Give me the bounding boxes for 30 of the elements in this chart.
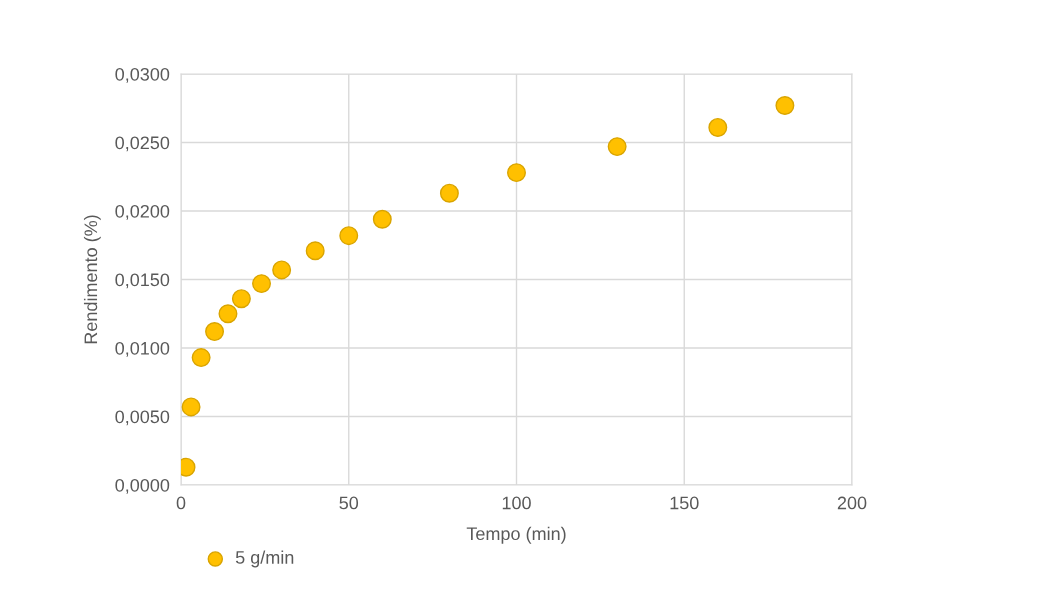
y-tick-label: 0,0200 <box>115 204 170 220</box>
point <box>708 117 728 137</box>
point <box>439 183 459 203</box>
point <box>339 226 359 246</box>
point <box>252 274 271 294</box>
point <box>181 397 201 417</box>
point <box>775 96 795 115</box>
y-axis-title: Rendimento (%) <box>83 215 101 344</box>
point <box>507 163 526 183</box>
x-tick-label: 0 <box>176 496 186 510</box>
y-tick-label: 0,0050 <box>115 410 170 426</box>
point <box>607 137 627 157</box>
y-tick-label: 0,0150 <box>115 273 170 289</box>
point <box>191 348 211 368</box>
point <box>272 260 292 280</box>
point <box>372 209 392 229</box>
x-tick-label: 50 <box>339 496 359 510</box>
x-tick-label: 150 <box>670 496 699 510</box>
x-axis-title: Tempo (min) <box>466 526 566 544</box>
point <box>218 304 238 324</box>
y-tick-label: 0,0100 <box>115 341 170 357</box>
point <box>305 241 325 261</box>
x-tick-label: 100 <box>502 496 531 510</box>
legend-label: 5 g/min <box>235 550 294 568</box>
y-tick-label: 0,0250 <box>115 136 170 152</box>
point <box>205 322 225 342</box>
point <box>231 289 251 309</box>
y-tick-label: 0,0000 <box>115 478 170 494</box>
x-tick-label: 200 <box>837 496 867 510</box>
y-tick-label: 0,0300 <box>115 67 170 83</box>
